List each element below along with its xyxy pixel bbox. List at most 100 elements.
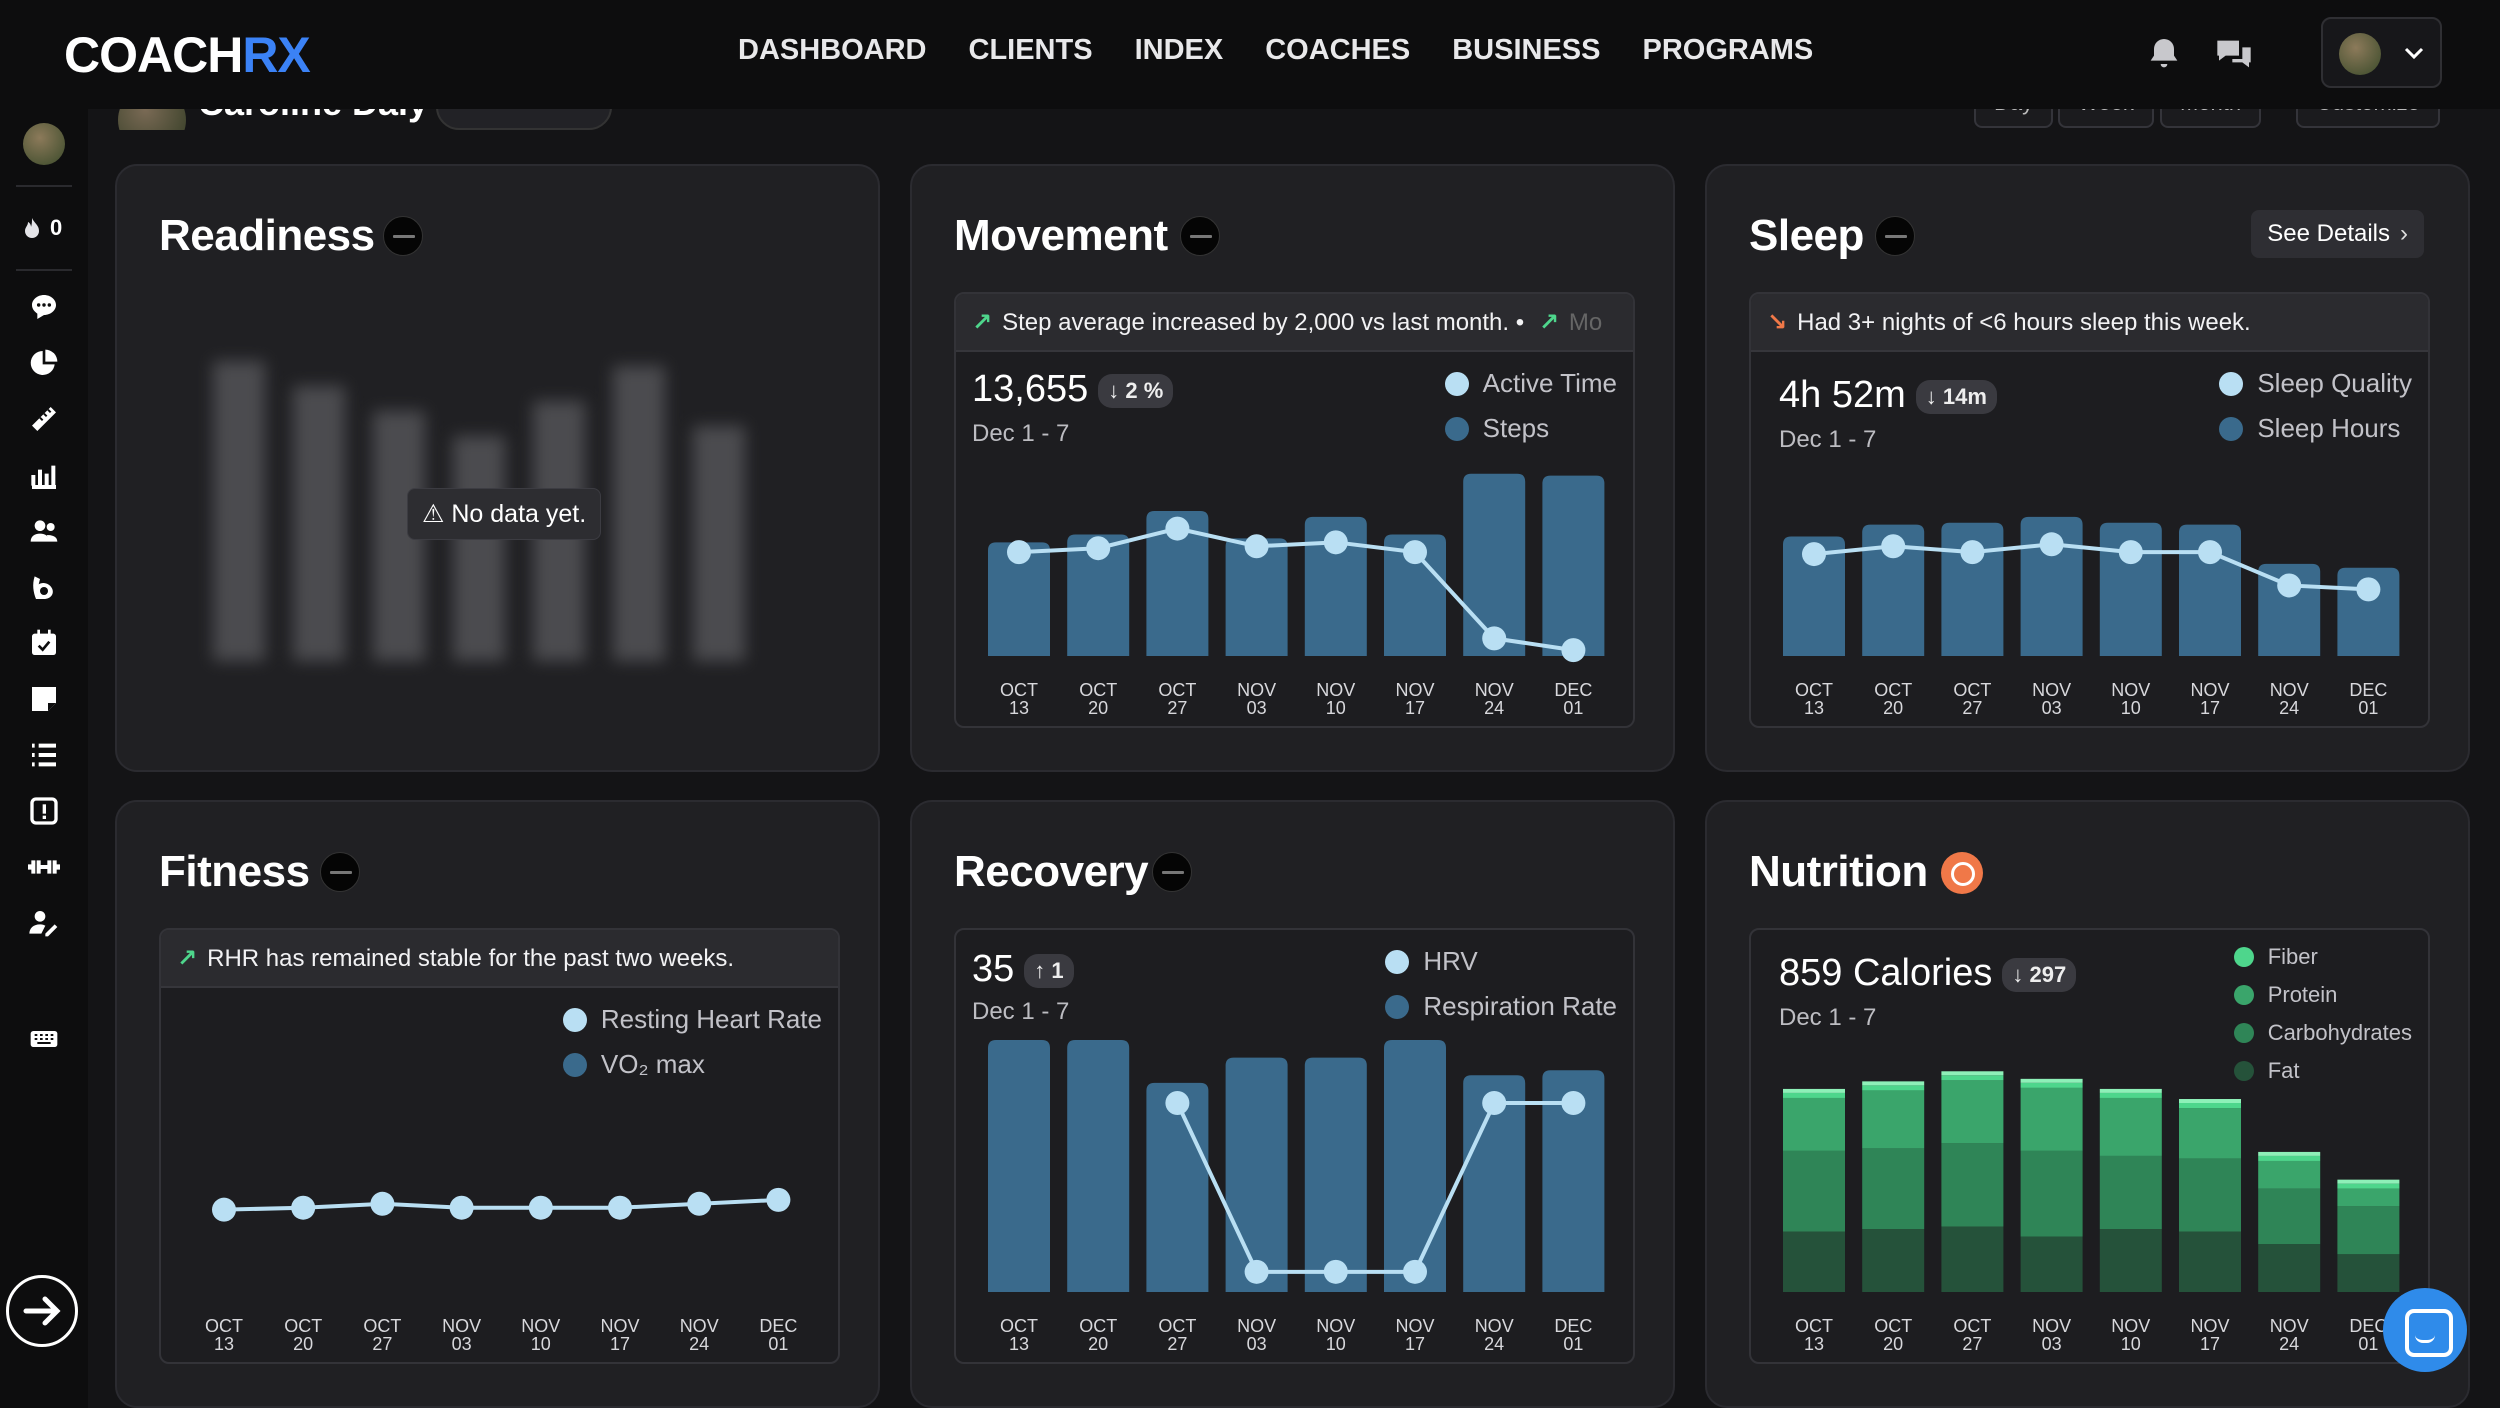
top-navbar: COACHRX DASHBOARD CLIENTS INDEX COACHES …	[0, 0, 2500, 109]
alert-icon[interactable]	[28, 795, 60, 827]
left-sidebar: 0	[0, 109, 88, 1408]
stacked-bar-cap	[1941, 1071, 2004, 1076]
chart-point	[1007, 540, 1031, 565]
readiness-card: Readiness ⚠ No data yet.	[115, 164, 880, 772]
chart-point	[2039, 532, 2064, 557]
nav-coaches[interactable]: COACHES	[1265, 34, 1411, 66]
bell-icon[interactable]	[2144, 34, 2184, 74]
dumbbell-icon[interactable]	[28, 851, 60, 883]
x-tick-label: DEC	[759, 1316, 797, 1336]
legend-label: Steps	[1482, 413, 1550, 443]
chart-point	[1561, 638, 1586, 663]
profile-menu-button[interactable]	[2321, 17, 2442, 88]
stacked-bar-cap	[2020, 1078, 2083, 1083]
x-tick-label: NOV	[521, 1316, 560, 1336]
chart-bar	[1542, 475, 1605, 656]
chart-point	[1323, 1259, 1348, 1284]
coach-rx-logo[interactable]: COACHRX	[64, 27, 311, 83]
chart-bar	[1146, 510, 1209, 656]
chart-point	[608, 1195, 632, 1220]
message-icon[interactable]	[28, 291, 60, 323]
legend-label: Fiber	[2267, 944, 2318, 969]
recovery-card: Recovery 35 ↑ 1 Dec 1 - 7 HRV Respiration…	[910, 800, 1675, 1408]
x-tick-label: 01	[1563, 1334, 1583, 1354]
biceps-icon[interactable]	[28, 571, 60, 603]
x-tick-label: 20	[1088, 698, 1108, 718]
insight-text: Step average increased by 2,000 vs last …	[1002, 309, 1531, 336]
fitness-legend: Resting Heart Rate VO₂ max	[562, 1004, 822, 1094]
legend-label: Sleep Quality	[2257, 368, 2412, 398]
chart-line	[1018, 526, 1574, 653]
stacked-bar-segment	[1862, 1229, 1925, 1292]
expand-sidebar-button[interactable]	[6, 1275, 78, 1347]
legend-label: Protein	[2267, 982, 2338, 1007]
x-tick-label: 20	[1883, 1334, 1903, 1354]
nav-dashboard[interactable]: DASHBOARD	[738, 34, 927, 66]
period-label: Dec 1 - 7	[972, 420, 1070, 447]
legend-label: Sleep Hours	[2257, 413, 2401, 443]
x-tick-label: 27	[1962, 698, 1982, 718]
x-tick-label: OCT	[1158, 1316, 1196, 1336]
user-edit-icon[interactable]	[28, 907, 60, 939]
chart-line	[223, 1197, 779, 1212]
period-label: Dec 1 - 7	[972, 998, 1070, 1025]
chart-bar	[1304, 516, 1367, 656]
x-tick-label: 13	[1009, 1334, 1029, 1354]
fitness-card: Fitness ↗ RHR has remained stable for the…	[115, 800, 880, 1408]
chart-bar	[1384, 1040, 1446, 1292]
list-icon[interactable]	[28, 739, 60, 771]
note-icon[interactable]	[28, 683, 60, 715]
garmin-icon	[320, 852, 360, 892]
garmin-icon	[1152, 852, 1192, 892]
pie-chart-icon[interactable]	[28, 347, 60, 379]
chart-point	[2198, 540, 2222, 565]
x-tick-label: 24	[1484, 698, 1504, 718]
keyboard-icon[interactable]	[28, 1023, 60, 1055]
fitness-insight: ↗ RHR has remained stable for the past tw…	[161, 930, 838, 988]
support-chat-button[interactable]	[2383, 1288, 2467, 1372]
legend-item: Sleep Quality	[2219, 368, 2412, 399]
x-tick-label: 17	[1405, 1334, 1425, 1354]
sidebar-avatar[interactable]	[23, 123, 65, 165]
nav-programs[interactable]: PROGRAMS	[1642, 34, 1814, 66]
x-tick-label: NOV	[1395, 1316, 1434, 1336]
x-tick-label: DEC	[2349, 680, 2387, 700]
stat-value: 35	[972, 948, 1015, 990]
ruler-icon[interactable]	[28, 403, 60, 435]
bar-chart-icon[interactable]	[28, 459, 60, 491]
fitness-panel: ↗ RHR has remained stable for the past tw…	[159, 928, 840, 1364]
x-tick-label: 10	[1326, 698, 1346, 718]
calendar-icon[interactable]	[28, 627, 60, 659]
x-tick-label: NOV	[680, 1316, 719, 1336]
x-tick-label: NOV	[2032, 1316, 2071, 1336]
x-tick-label: OCT	[1953, 680, 1991, 700]
chat-bubbles-icon[interactable]	[2214, 34, 2254, 74]
stacked-bar-cap	[2179, 1099, 2241, 1103]
chart-point	[1323, 530, 1348, 555]
nav-business[interactable]: BUSINESS	[1452, 34, 1601, 66]
garmin-icon	[383, 216, 423, 256]
chart-point	[1165, 1091, 1190, 1115]
chart-point	[528, 1195, 553, 1220]
x-tick-label: 01	[2358, 1334, 2378, 1354]
see-details-button[interactable]: See Details ›	[2251, 210, 2424, 258]
nutrition-stat: 859 Calories ↓ 297	[1779, 952, 2077, 995]
x-tick-label: NOV	[2270, 680, 2309, 700]
users-icon[interactable]	[28, 515, 60, 547]
insight-text-overflow: Mo	[1568, 309, 1603, 336]
nutrition-legend: Fiber Protein Carbohydrates Fat	[2233, 944, 2412, 1096]
chart-bar	[1862, 524, 1925, 656]
delta-badge: ↓ 297	[2002, 957, 2077, 992]
legend-label: Respiration Rate	[1423, 991, 1617, 1021]
placeholder-bar	[213, 361, 265, 661]
see-details-label: See Details	[2267, 220, 2390, 247]
nav-index[interactable]: INDEX	[1134, 34, 1224, 66]
warning-icon: ⚠	[422, 500, 452, 528]
chart-point	[1561, 1091, 1586, 1115]
nav-clients[interactable]: CLIENTS	[968, 34, 1093, 66]
trend-up-icon: ↗	[1538, 309, 1559, 336]
x-tick-label: OCT	[1795, 680, 1833, 700]
chart-point	[687, 1191, 712, 1216]
